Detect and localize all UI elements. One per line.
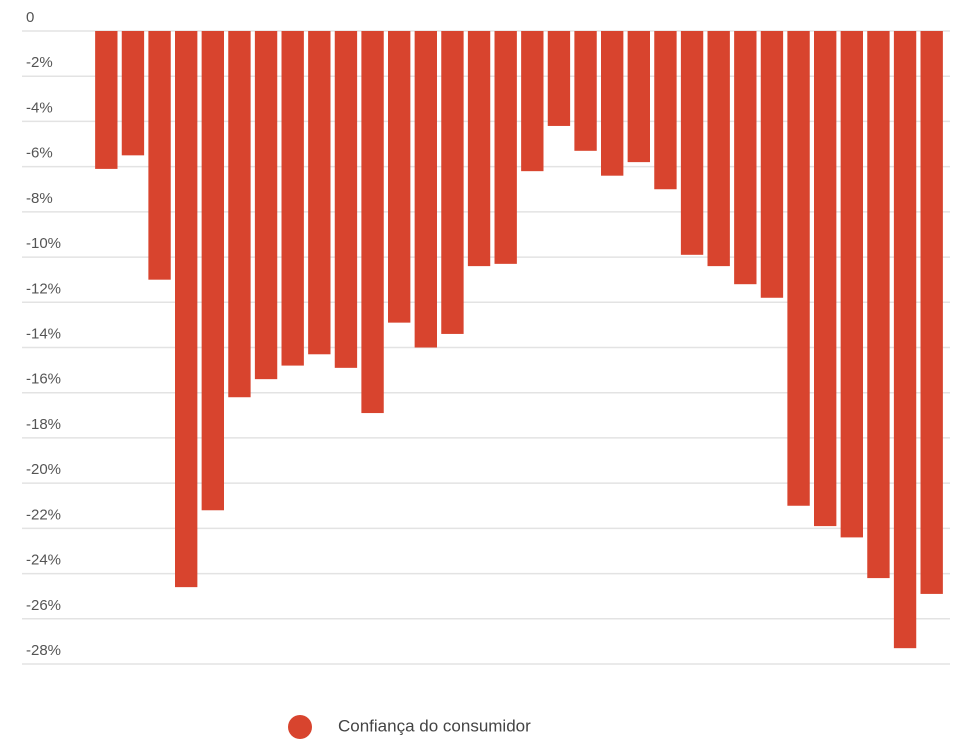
bar: [920, 31, 943, 594]
bar: [95, 31, 118, 169]
bar: [334, 31, 358, 368]
bar: [494, 31, 517, 264]
bar: [414, 31, 437, 348]
y-tick-label: -16%: [26, 371, 61, 388]
y-tick-label: -14%: [26, 325, 61, 342]
bar: [680, 31, 704, 255]
y-tick-label: -4%: [26, 99, 53, 116]
bar: [308, 31, 331, 355]
bar: [121, 31, 145, 156]
bar: [281, 31, 304, 366]
bar: [175, 31, 198, 588]
bar: [467, 31, 491, 267]
bar: [441, 31, 464, 334]
bar: [148, 31, 171, 280]
y-tick-label: -2%: [26, 54, 53, 71]
bar: [787, 31, 810, 506]
bar: [361, 31, 384, 414]
y-tick-label: -28%: [26, 642, 61, 659]
bar: [760, 31, 784, 298]
y-tick-label: -6%: [26, 145, 53, 162]
bar: [601, 31, 624, 176]
bar: [627, 31, 650, 163]
bar: [814, 31, 837, 527]
bar: [734, 31, 757, 285]
y-tick-label: -22%: [26, 506, 61, 523]
legend-label: Confiança do consumidor: [338, 716, 531, 735]
bar: [840, 31, 863, 538]
bar: [707, 31, 730, 267]
y-tick-label: -10%: [26, 235, 61, 252]
bar: [574, 31, 597, 151]
bar: [893, 31, 917, 649]
y-tick-label: -20%: [26, 461, 61, 478]
legend-marker: [288, 715, 312, 739]
y-tick-label: 0: [26, 9, 34, 26]
y-tick-label: -18%: [26, 416, 61, 433]
y-tick-label: -8%: [26, 190, 53, 207]
bar: [201, 31, 224, 511]
bar: [254, 31, 278, 380]
bar: [521, 31, 544, 172]
y-tick-label: -12%: [26, 280, 61, 297]
bar: [654, 31, 677, 190]
y-tick-label: -24%: [26, 552, 61, 569]
bar: [388, 31, 411, 323]
bar: [547, 31, 571, 126]
bar: [228, 31, 251, 398]
y-tick-label: -26%: [26, 597, 61, 614]
bar: [867, 31, 890, 579]
